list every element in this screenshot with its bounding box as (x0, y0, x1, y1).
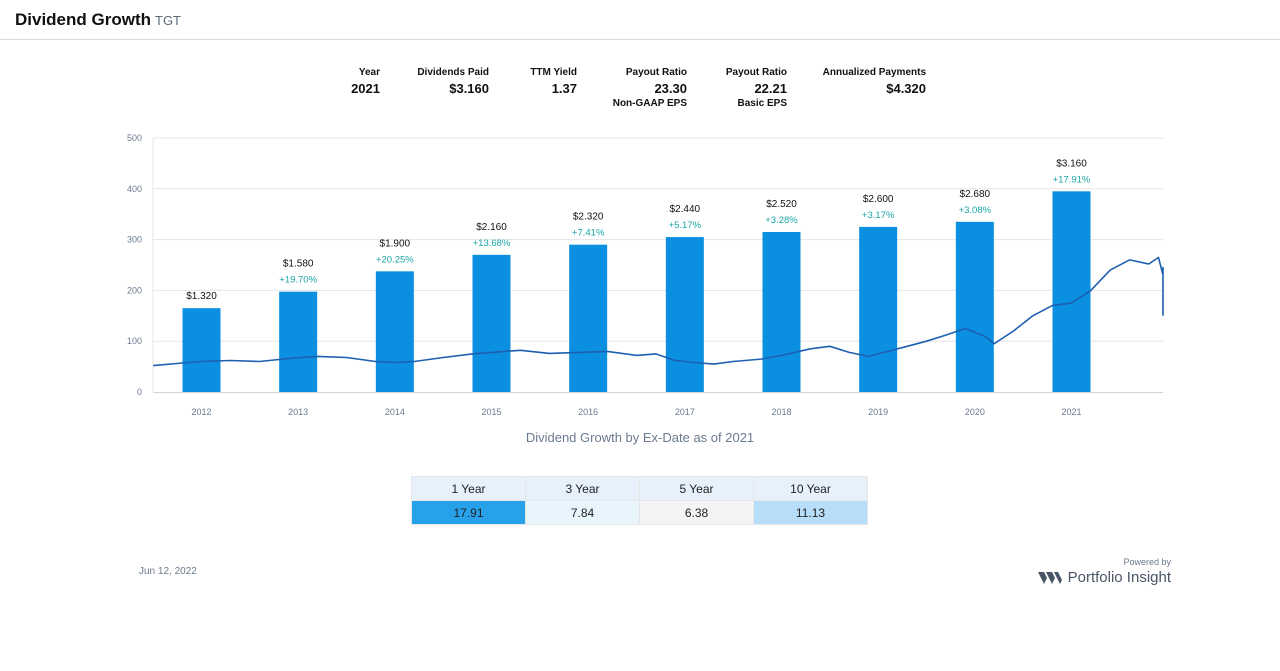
portfolio-insight-logo-icon (1037, 571, 1062, 584)
price-line (153, 256, 1164, 367)
y-tick-label: 200 (127, 285, 142, 295)
bar-growth-label: +20.25% (376, 254, 414, 265)
bar (859, 226, 898, 392)
powered-by: Powered by Portfolio Insight (1037, 557, 1171, 586)
growth-value-3y: 7.84 (525, 500, 640, 525)
bar (665, 237, 704, 392)
bar-value-label: $2.520 (766, 199, 797, 210)
brand[interactable]: Portfolio Insight (1037, 569, 1171, 586)
bar-value-label: $2.600 (863, 194, 894, 205)
x-tick-label: 2013 (288, 407, 308, 417)
stat-annualized-payments: Annualized Payments $4.320 (823, 66, 926, 97)
stat-label: Annualized Payments (822, 67, 926, 78)
growth-table: 1 Year 3 Year 5 Year 10 Year 17.91 7.84 … (411, 476, 868, 525)
bar-growth-label: +5.17% (669, 220, 702, 231)
page-title: Dividend Growth TGT (15, 10, 181, 29)
bar-growth-label: +7.41% (572, 228, 605, 239)
x-tick-label: 2017 (675, 407, 695, 417)
x-tick-label: 2021 (1061, 407, 1081, 417)
x-tick-label: 2018 (771, 407, 791, 417)
stat-value: $4.320 (886, 81, 926, 96)
powered-by-label: Powered by (1123, 557, 1171, 567)
bar-value-label: $1.580 (283, 259, 314, 270)
x-tick-label: 2014 (385, 407, 405, 417)
bar (375, 271, 414, 392)
x-tick-label: 2020 (965, 407, 985, 417)
stat-value: 2021 (351, 81, 380, 96)
x-tick-label: 2016 (578, 407, 598, 417)
dividend-chart-svg: 0 100 200 300 400 500 $1.320 $1.580 +19.70% $1.90… (127, 133, 1164, 417)
bar-value-label: $2.680 (960, 189, 991, 200)
y-tick-label: 0 (137, 387, 142, 397)
growth-header-3y: 3 Year (525, 476, 640, 501)
stat-value: 1.37 (551, 81, 577, 96)
stat-label: Dividends Paid (417, 67, 489, 78)
y-tick-label: 400 (127, 184, 142, 194)
growth-header-10y: 10 Year (753, 476, 868, 501)
x-tick-label: 2015 (481, 407, 501, 417)
bar-value-label: $2.320 (573, 212, 604, 223)
growth-table-value-row: 17.91 7.84 6.38 11.13 (411, 500, 868, 525)
stat-label: TTM Yield (530, 67, 577, 78)
bar-value-label: $3.160 (1056, 158, 1087, 169)
ticker-symbol: TGT (155, 13, 181, 28)
stat-value: 23.30 (654, 81, 687, 96)
bar-growth-label: +3.28% (765, 215, 798, 226)
bar (762, 231, 801, 392)
growth-value-10y: 11.13 (753, 500, 868, 525)
page-header: Dividend Growth TGT (0, 0, 1280, 40)
stat-payout-ratio-basic: Payout Ratio 22.21 Basic EPS (726, 66, 787, 111)
growth-table-header-row: 1 Year 3 Year 5 Year 10 Year (411, 476, 868, 501)
growth-value-1y: 17.91 (411, 500, 526, 525)
stat-sub: Non-GAAP EPS (612, 98, 687, 109)
brand-name: Portfolio Insight (1067, 569, 1171, 586)
stat-label: Payout Ratio (725, 67, 787, 78)
stat-value: 22.21 (754, 81, 787, 96)
bar-growth-label: +13.68% (473, 238, 511, 249)
stat-year: Year 2021 (351, 66, 380, 97)
y-tick-label: 500 (127, 133, 142, 143)
y-tick-label: 300 (127, 235, 142, 245)
stat-dividends-paid: Dividends Paid $3.160 (417, 66, 489, 97)
bar-value-label: $2.440 (670, 204, 701, 215)
bar-value-label: $2.160 (476, 222, 507, 233)
x-tick-label: 2019 (868, 407, 888, 417)
bar-growth-label: +3.17% (862, 210, 895, 221)
chart-caption: Dividend Growth by Ex-Date as of 2021 (525, 430, 755, 445)
bar-value-label: $1.900 (380, 238, 411, 249)
growth-header-1y: 1 Year (411, 476, 526, 501)
stat-ttm-yield: TTM Yield 1.37 (530, 66, 577, 97)
bar-growth-label: +17.91% (1053, 174, 1091, 185)
bar (569, 244, 608, 392)
bar (1052, 191, 1091, 392)
growth-value-5y: 6.38 (639, 500, 754, 525)
as-of-date: Jun 12, 2022 (139, 566, 197, 577)
bar (279, 291, 318, 392)
stat-sub: Basic EPS (737, 98, 787, 109)
stat-value: $3.160 (449, 81, 489, 96)
dividend-chart: 0 100 200 300 400 500 $1.320 $1.580 +19.70% $1.90… (0, 130, 1280, 420)
bar-growth-label: +19.70% (279, 275, 317, 286)
bar (955, 221, 994, 392)
summary-stats: Year 2021 Dividends Paid $3.160 TTM Yiel… (0, 66, 1280, 116)
growth-header-5y: 5 Year (639, 476, 754, 501)
stat-payout-ratio-nongaap: Payout Ratio 23.30 Non-GAAP EPS (613, 66, 687, 111)
x-tick-label: 2012 (191, 407, 211, 417)
y-tick-label: 100 (127, 336, 142, 346)
stat-label: Year (358, 67, 380, 78)
bar-growth-label: +3.08% (959, 205, 992, 216)
bar (182, 308, 221, 392)
bar (472, 254, 511, 392)
bar-value-label: $1.320 (186, 291, 217, 302)
stat-label: Payout Ratio (625, 67, 687, 78)
